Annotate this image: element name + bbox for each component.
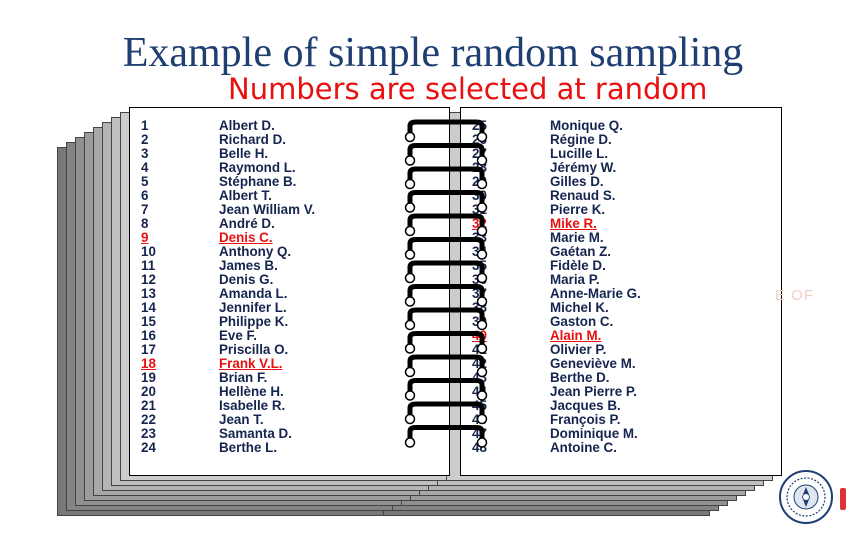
right-item-name: Geneviève M. — [550, 356, 636, 371]
left-number-column: 1 2 3 4 5 6 7 8 9 10 11 12 13 14 15 16 17 18 19 20 21 22 23 24 — [141, 119, 201, 455]
binding-ring — [404, 354, 488, 378]
right-item-name: Anne-Marie G. — [550, 286, 641, 301]
left-item-name: James B. — [219, 258, 278, 273]
binding-ring — [404, 260, 488, 284]
binding-ring — [404, 331, 488, 354]
binding-ring — [404, 237, 488, 260]
left-item-name: Richard D. — [219, 132, 286, 147]
left-item-number: 7 — [141, 202, 149, 217]
right-item-name: Pierre K. — [550, 202, 606, 217]
right-item-name: Mike R. — [550, 216, 597, 231]
right-item-name: Alain M. — [550, 328, 602, 343]
left-item-number: 19 — [141, 370, 156, 385]
left-item-name: Jean William V. — [219, 202, 316, 217]
left-item-name: André D. — [219, 216, 275, 231]
left-item-name: Anthony Q. — [219, 244, 292, 259]
left-item-number: 16 — [141, 328, 156, 343]
binding-ring — [404, 307, 488, 331]
left-item-number: 23 — [141, 426, 156, 441]
left-item-number: 21 — [141, 398, 156, 413]
notebook-right-page: 2526272829303132333435363738394041424344… — [460, 107, 782, 476]
left-item-name: Isabelle R. — [219, 398, 286, 413]
left-item-number: 6 — [141, 188, 149, 203]
left-item-name: Eve F. — [219, 328, 257, 343]
left-item-number: 14 — [141, 300, 156, 315]
right-item-name: Renaud S. — [550, 188, 616, 203]
left-item-number: 24 — [141, 440, 156, 455]
right-item-name: Michel K. — [550, 300, 609, 315]
watermark-text: E OF — [775, 287, 815, 304]
right-item-name: Marie M. — [550, 230, 604, 245]
binding-ring — [404, 284, 488, 307]
right-item-name: Fidèle D. — [550, 258, 606, 273]
right-item-name: Berthe D. — [550, 370, 610, 385]
left-item-number: 3 — [141, 146, 149, 161]
right-item-name: Jérémy W. — [550, 160, 617, 175]
slide-title: Example of simple random sampling — [122, 30, 744, 76]
left-item-name: Hellène H. — [219, 384, 284, 399]
left-item-name: Brian F. — [219, 370, 268, 385]
right-item-name: Monique Q. — [550, 118, 623, 133]
left-item-name: Belle H. — [219, 146, 269, 161]
binding-ring — [404, 378, 488, 401]
left-item-name: Albert T. — [219, 188, 272, 203]
left-name-column: Albert D. Richard D. Belle H. Raymond L. Sté… — [219, 119, 419, 455]
right-item-name: Gaétan Z. — [550, 244, 612, 259]
slide-subtitle: Numbers are selected at random — [228, 72, 708, 106]
left-item-number: 5 — [141, 174, 149, 189]
left-item-number: 22 — [141, 412, 156, 427]
left-item-number: 8 — [141, 216, 149, 231]
left-item-name: Jean T. — [219, 412, 264, 427]
right-item-name: Régine D. — [550, 132, 612, 147]
left-item-number: 17 — [141, 342, 156, 357]
left-item-number: 11 — [141, 258, 156, 273]
left-item-number: 13 — [141, 286, 156, 301]
right-item-name: François P. — [550, 412, 621, 427]
right-item-name: Gaston C. — [550, 314, 614, 329]
binding-ring — [404, 143, 488, 166]
left-item-number: 4 — [141, 160, 149, 175]
left-item-name: Denis C. — [219, 230, 273, 245]
left-item-number: 9 — [141, 230, 149, 245]
left-item-name: Philippe K. — [219, 314, 289, 329]
right-item-name: Antoine C. — [550, 440, 617, 455]
left-item-name: Denis G. — [219, 272, 274, 287]
left-item-number: 15 — [141, 314, 156, 329]
institution-seal-icon — [779, 470, 833, 524]
logo-fragment — [840, 488, 846, 510]
right-item-name: Dominique M. — [550, 426, 638, 441]
right-item-name: Gilles D. — [550, 174, 604, 189]
right-item-name: Olivier P. — [550, 342, 607, 357]
left-item-name: Priscilla O. — [219, 342, 289, 357]
spiral-binding — [404, 119, 488, 448]
left-item-name: Albert D. — [219, 118, 275, 133]
binding-ring — [404, 190, 488, 213]
right-item-name: Jean Pierre P. — [550, 384, 637, 399]
left-item-name: Berthe L. — [219, 440, 278, 455]
left-item-name: Jennifer L. — [219, 300, 287, 315]
right-item-name: Lucille L. — [550, 146, 609, 161]
left-item-name: Amanda L. — [219, 286, 288, 301]
left-item-number: 20 — [141, 384, 156, 399]
binding-ring — [404, 425, 488, 448]
left-item-name: Samanta D. — [219, 426, 292, 441]
left-item-name: Stéphane B. — [219, 174, 297, 189]
binding-ring — [404, 401, 488, 425]
left-item-number: 10 — [141, 244, 156, 259]
binding-ring — [404, 119, 488, 143]
binding-ring — [404, 166, 488, 190]
left-item-number: 12 — [141, 272, 156, 287]
notebook-left-page: 1 2 3 4 5 6 7 8 9 10 11 12 13 14 15 16 17 18 19 20 21 22 23 24 … — [129, 107, 450, 476]
left-item-number: 18 — [141, 356, 156, 371]
binding-ring — [404, 213, 488, 237]
left-item-name: Raymond L. — [219, 160, 296, 175]
right-item-name: Maria P. — [550, 272, 600, 287]
left-item-name: Frank V.L. — [219, 356, 283, 371]
left-item-number: 1 — [141, 118, 149, 133]
left-item-number: 2 — [141, 132, 149, 147]
right-item-name: Jacques B. — [550, 398, 621, 413]
right-name-column: Monique Q. Régine D. Lucille L. Jérémy W. Gi… — [550, 119, 750, 455]
